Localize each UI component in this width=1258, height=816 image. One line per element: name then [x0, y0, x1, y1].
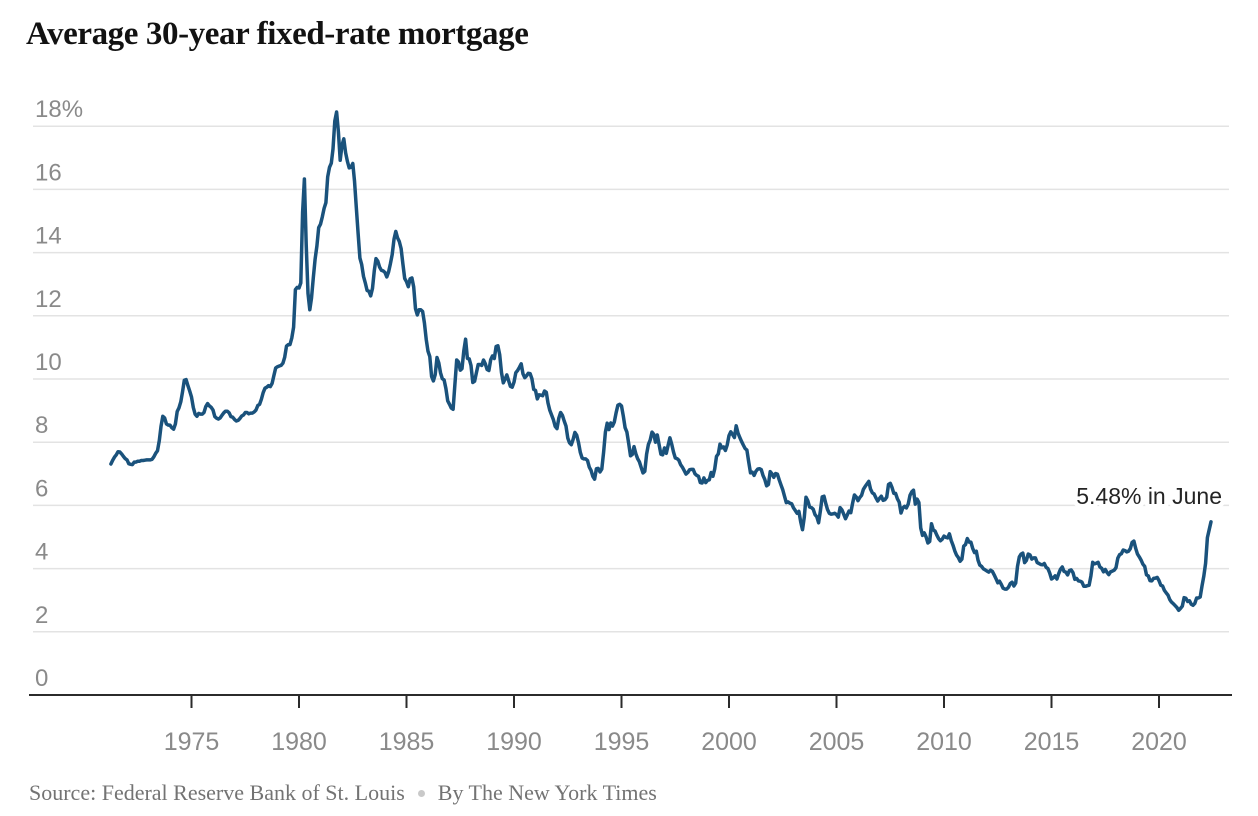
x-axis-label: 1975 [164, 728, 220, 756]
y-axis-label: 8 [35, 412, 48, 439]
x-axis-label: 2015 [1024, 728, 1080, 756]
x-axis-label: 2010 [916, 728, 972, 756]
y-axis-label: 14 [35, 223, 62, 250]
source-text: Source: Federal Reserve Bank of St. Loui… [29, 780, 405, 805]
byline-text: By The New York Times [437, 780, 657, 805]
separator-dot-icon [417, 790, 425, 797]
x-axis-label: 1995 [594, 728, 650, 756]
latest-value-annotation: 5.48% in June [1076, 483, 1222, 509]
x-axis-label: 2005 [809, 728, 865, 756]
x-axis-label: 2000 [701, 728, 757, 756]
x-axis-label: 2020 [1131, 728, 1187, 756]
chart-title: Average 30-year fixed-rate mortgage [26, 16, 529, 52]
y-axis-label: 6 [35, 475, 48, 502]
x-axis-label: 1985 [379, 728, 435, 756]
y-axis-label: 0 [35, 665, 48, 692]
y-axis-label: 10 [35, 349, 62, 376]
y-axis-label: 4 [35, 539, 48, 566]
x-axis-label: 1990 [486, 728, 542, 756]
y-axis-label: 2 [35, 602, 48, 629]
mortgage-rate-line [109, 110, 1213, 613]
rate-line-plot: 18% 16 14 12 10 8 6 4 2 0 1975 1980 1985 1990 1995 2000… [29, 96, 1232, 756]
x-axis-label: 1980 [271, 728, 327, 756]
source-line: Source: Federal Reserve Bank of St. Loui… [29, 780, 657, 806]
y-axis-label: 18% [35, 96, 83, 123]
y-axis-label: 16 [35, 159, 62, 186]
y-axis-label: 12 [35, 286, 62, 313]
